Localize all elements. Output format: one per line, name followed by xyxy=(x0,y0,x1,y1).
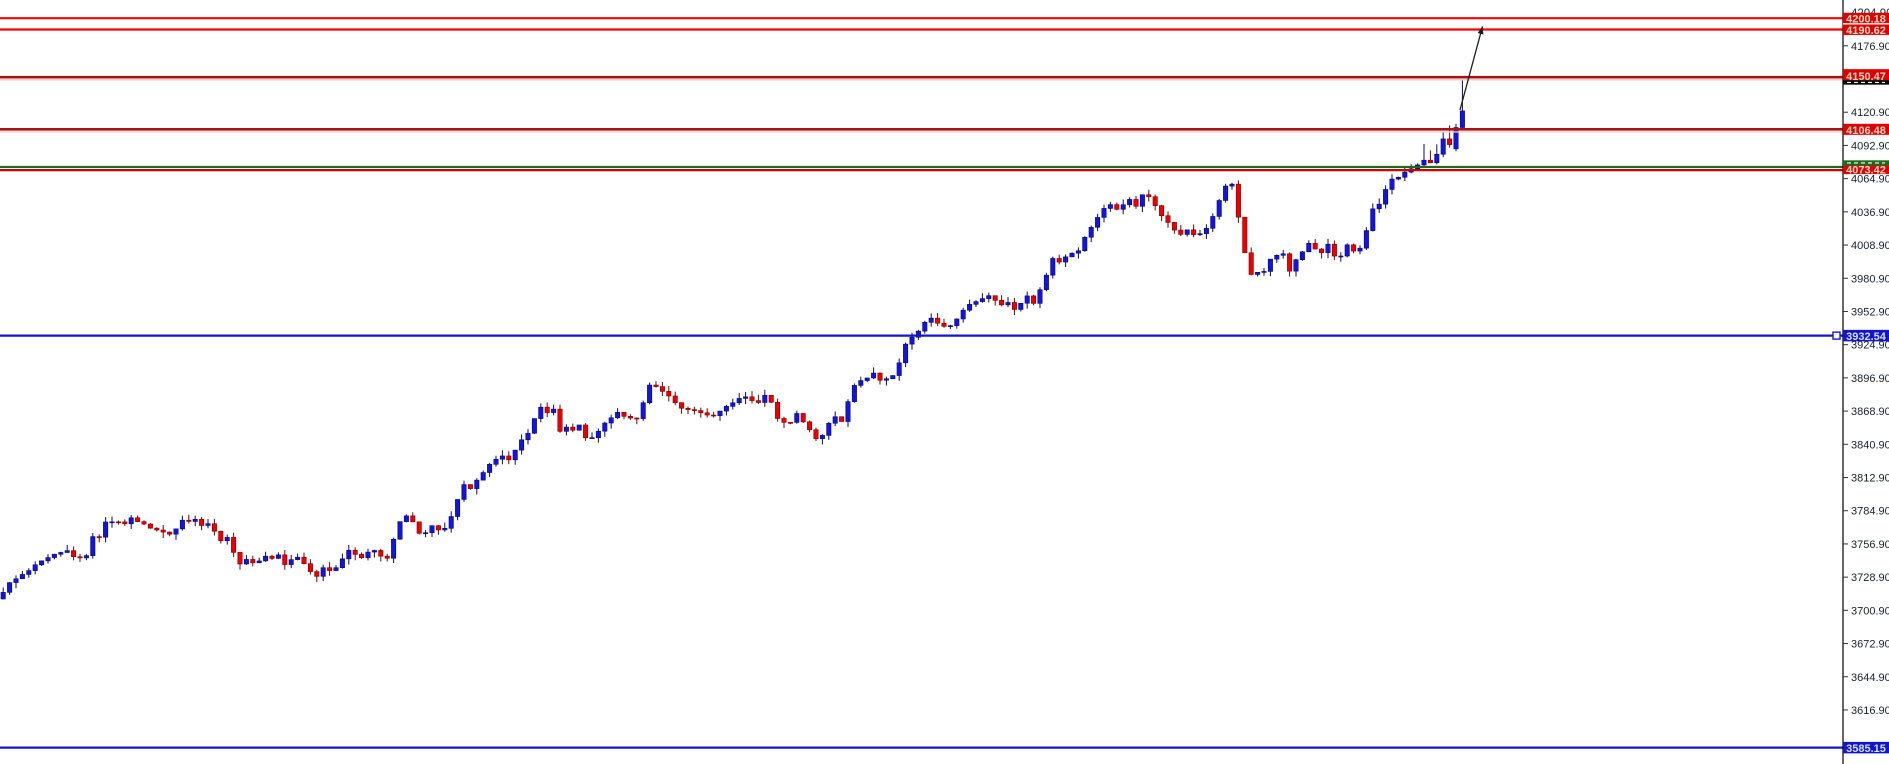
svg-text:3585.15: 3585.15 xyxy=(1846,743,1886,755)
svg-text:4120.90: 4120.90 xyxy=(1851,107,1889,119)
svg-text:3616.90: 3616.90 xyxy=(1851,705,1889,717)
svg-text:3644.90: 3644.90 xyxy=(1851,672,1889,684)
svg-text:4176.90: 4176.90 xyxy=(1851,41,1889,53)
svg-text:3980.90: 3980.90 xyxy=(1851,273,1889,285)
svg-text:4190.62: 4190.62 xyxy=(1846,25,1886,37)
svg-text:3896.90: 3896.90 xyxy=(1851,373,1889,385)
svg-text:3700.90: 3700.90 xyxy=(1851,605,1889,617)
svg-text:3868.90: 3868.90 xyxy=(1851,406,1889,418)
svg-text:4106.48: 4106.48 xyxy=(1846,125,1886,137)
svg-text:4036.90: 4036.90 xyxy=(1851,207,1889,219)
svg-text:3728.90: 3728.90 xyxy=(1851,572,1889,584)
svg-text:3932.54: 3932.54 xyxy=(1846,331,1887,343)
svg-text:3840.90: 3840.90 xyxy=(1851,439,1889,451)
svg-text:4008.90: 4008.90 xyxy=(1851,240,1889,252)
svg-text:3672.90: 3672.90 xyxy=(1851,639,1889,651)
svg-text:3756.90: 3756.90 xyxy=(1851,539,1889,551)
svg-text:3812.90: 3812.90 xyxy=(1851,473,1889,485)
svg-text:4073.42: 4073.42 xyxy=(1846,165,1886,177)
svg-text:4092.90: 4092.90 xyxy=(1851,140,1889,152)
svg-text:3952.90: 3952.90 xyxy=(1851,306,1889,318)
svg-text:3784.90: 3784.90 xyxy=(1851,506,1889,518)
